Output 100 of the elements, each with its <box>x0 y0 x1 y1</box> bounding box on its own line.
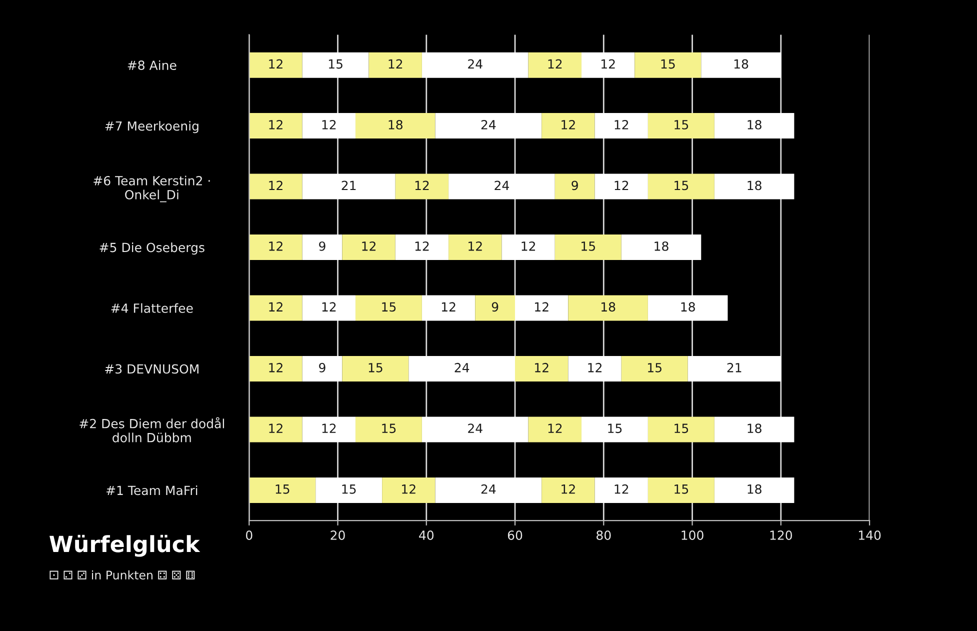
bar <box>542 113 595 139</box>
data-label: 21 <box>342 180 356 190</box>
data-label: 12 <box>442 302 456 312</box>
data-label: 18 <box>734 59 748 69</box>
bar <box>475 295 516 321</box>
bar <box>249 113 302 139</box>
bar <box>408 356 516 382</box>
data-label: 12 <box>562 120 575 130</box>
bar <box>355 416 422 442</box>
x-tick-label: 0 <box>246 530 252 540</box>
bar <box>302 356 342 382</box>
bar <box>554 174 595 200</box>
x-tick-label: 120 <box>770 530 792 540</box>
data-label: 9 <box>492 302 498 312</box>
data-label: 15 <box>382 424 396 434</box>
bar <box>249 477 316 503</box>
y-tick-label: #5 Die Osebergs <box>100 242 204 255</box>
data-label: 18 <box>748 424 762 434</box>
bar <box>355 295 422 321</box>
data-label: 12 <box>602 59 615 69</box>
data-label: 15 <box>328 59 342 69</box>
x-tick-label: 80 <box>596 530 611 540</box>
bar <box>568 356 622 382</box>
data-label: 24 <box>468 59 482 69</box>
data-label: 12 <box>614 484 628 494</box>
x-tick-label: 40 <box>419 530 434 540</box>
bar <box>621 234 702 260</box>
data-label: 12 <box>269 362 282 372</box>
bar <box>648 113 714 139</box>
y-tick-label: #4 Flatterfee <box>111 303 193 313</box>
x-tick-label: 140 <box>858 530 881 540</box>
bar <box>542 477 595 503</box>
data-label: 18 <box>748 484 762 494</box>
data-label: 18 <box>602 302 616 312</box>
data-label: 15 <box>648 363 662 372</box>
data-label: 12 <box>562 484 575 494</box>
bar <box>249 356 302 382</box>
y-tick-label: #7 Meerkoenig <box>105 121 198 134</box>
x-tick-label: 100 <box>682 530 704 540</box>
data-label: 12 <box>322 424 336 433</box>
data-label: 12 <box>402 484 416 494</box>
bar <box>648 295 728 321</box>
data-label: 21 <box>727 362 742 372</box>
bar <box>395 234 449 260</box>
bar <box>528 416 582 442</box>
bar <box>528 52 582 78</box>
data-label: 9 <box>572 180 578 190</box>
bar <box>621 356 688 382</box>
bar <box>448 174 555 200</box>
y-tick-label: #1 Team MaFri <box>106 485 198 496</box>
bar <box>302 295 356 321</box>
data-label: 24 <box>468 424 482 433</box>
bar <box>714 477 794 503</box>
data-label: 15 <box>674 484 688 494</box>
bar <box>422 295 476 321</box>
data-label: 12 <box>535 302 548 312</box>
bar <box>714 113 794 139</box>
data-label: 12 <box>522 241 536 251</box>
data-label: 12 <box>468 241 482 251</box>
bar <box>648 416 714 442</box>
data-label: 15 <box>674 120 688 130</box>
bar <box>714 174 794 200</box>
bar <box>302 174 396 200</box>
data-label: 12 <box>269 302 282 312</box>
data-label: 12 <box>614 180 628 190</box>
data-label: 15 <box>608 424 622 434</box>
bar <box>594 113 648 139</box>
bar <box>249 174 302 200</box>
bar <box>554 234 622 260</box>
data-label: 24 <box>481 484 496 494</box>
data-label: 9 <box>319 362 326 372</box>
data-label: 24 <box>481 120 496 130</box>
data-label: 15 <box>342 484 356 494</box>
data-label: 18 <box>748 180 762 190</box>
data-label: 12 <box>548 424 562 433</box>
bar <box>502 234 555 260</box>
data-label: 15 <box>661 59 675 69</box>
bar <box>382 477 436 503</box>
x-tick-label: 20 <box>330 530 345 540</box>
y-tick-label: #3 DEVNUSOM <box>105 364 198 374</box>
bar <box>316 477 382 503</box>
bar <box>302 234 342 260</box>
data-label: 12 <box>614 120 628 130</box>
bar <box>594 174 648 200</box>
data-label: 9 <box>319 241 326 251</box>
bar <box>448 234 502 260</box>
bar <box>515 295 568 321</box>
y-tick-label: #2 Des Diem der dodål dolln Dübbm <box>80 417 224 442</box>
bar <box>568 295 648 321</box>
y-tick-label: #8 Aine <box>128 60 176 70</box>
data-label: 15 <box>674 180 688 190</box>
bar <box>648 477 714 503</box>
data-label: 12 <box>269 59 282 69</box>
data-label: 12 <box>548 59 562 69</box>
data-label: 12 <box>388 59 402 69</box>
bar <box>302 416 356 442</box>
data-label: 15 <box>382 302 396 312</box>
bar <box>249 416 302 442</box>
bar <box>422 416 528 442</box>
data-label: 15 <box>674 424 688 434</box>
